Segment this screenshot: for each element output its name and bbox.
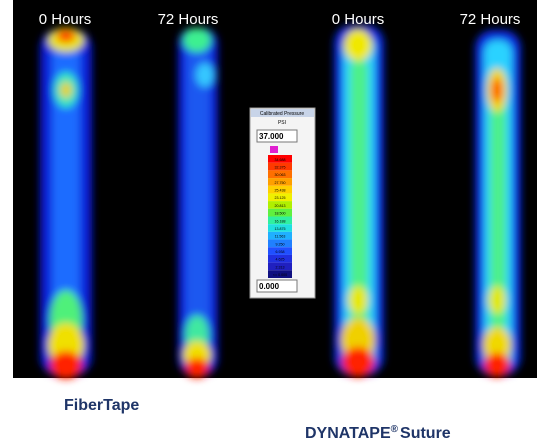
legend-min: 0.000	[259, 282, 280, 291]
scale-label: 16.188	[275, 219, 286, 223]
page: 0 Hours 72 Hours 0 Hours 72 Hours Calibrate…	[0, 0, 553, 445]
legend-title: Calibrated Pressure	[260, 111, 304, 117]
scale-label: 13.875	[275, 227, 286, 231]
suffix: Suture	[400, 425, 451, 442]
scale-label: <= 0.000	[273, 273, 287, 277]
column-header: 0 Hours	[332, 11, 385, 28]
color-scale: 34.688 32.375 30.063 27.750 25.438 23.125 20.8…	[268, 155, 292, 278]
legend-unit: PSI	[278, 120, 286, 126]
registered-mark: ®	[391, 424, 399, 435]
scale-label: 4.625	[276, 258, 285, 262]
scale-label: 11.563	[275, 235, 286, 239]
scale-label: 23.125	[275, 196, 286, 200]
scale-label: 18.500	[275, 212, 286, 216]
legend-box: Calibrated Pressure PSI 37.000 34.688 32.…	[250, 108, 315, 298]
column-header: 72 Hours	[460, 11, 521, 28]
column-header: 72 Hours	[158, 11, 219, 28]
figure: 0 Hours 72 Hours 0 Hours 72 Hours Calibrate…	[0, 0, 553, 445]
scale-label: 34.688	[275, 158, 286, 162]
right-label: DYNATAPE®Suture	[305, 424, 451, 442]
scale-label: 25.438	[275, 189, 286, 193]
left-label: FiberTape	[64, 397, 139, 414]
scale-label: 32.375	[275, 165, 286, 169]
scale-label: 6.938	[276, 250, 285, 254]
scale-label: 2.313	[276, 265, 285, 269]
scale-label: 9.250	[276, 242, 285, 246]
scale-label: 27.750	[275, 181, 286, 185]
brand: DYNATAPE	[305, 425, 391, 442]
legend-max: 37.000	[259, 132, 284, 141]
scale-label: 20.813	[275, 204, 286, 208]
scale-label: 30.063	[275, 173, 286, 177]
column-header: 0 Hours	[39, 11, 92, 28]
